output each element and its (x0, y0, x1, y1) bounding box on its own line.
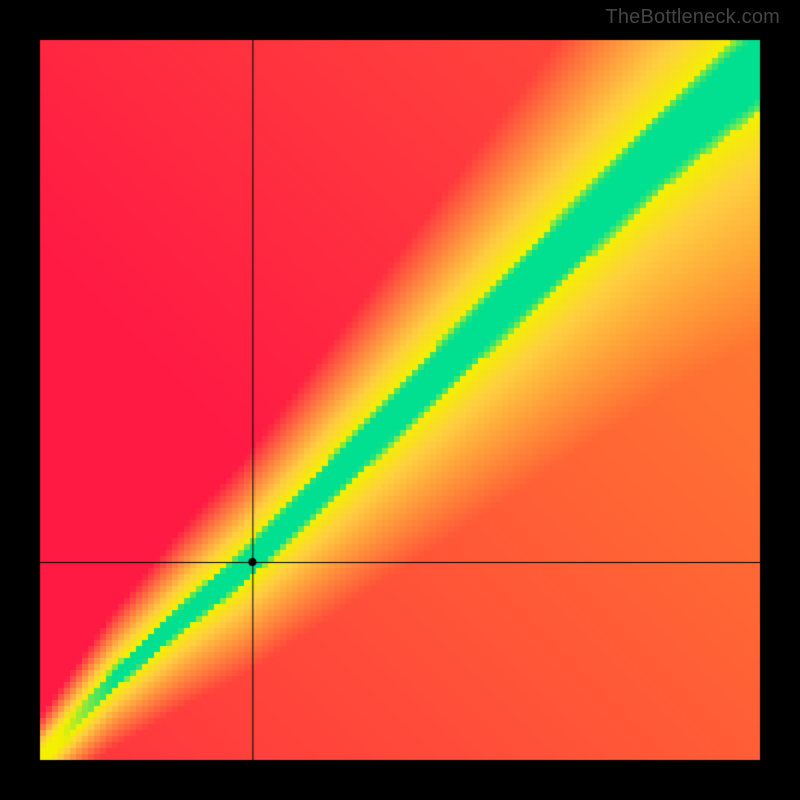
chart-container: TheBottleneck.com (0, 0, 800, 800)
bottleneck-heatmap (0, 0, 800, 800)
watermark-text: TheBottleneck.com (605, 6, 780, 29)
